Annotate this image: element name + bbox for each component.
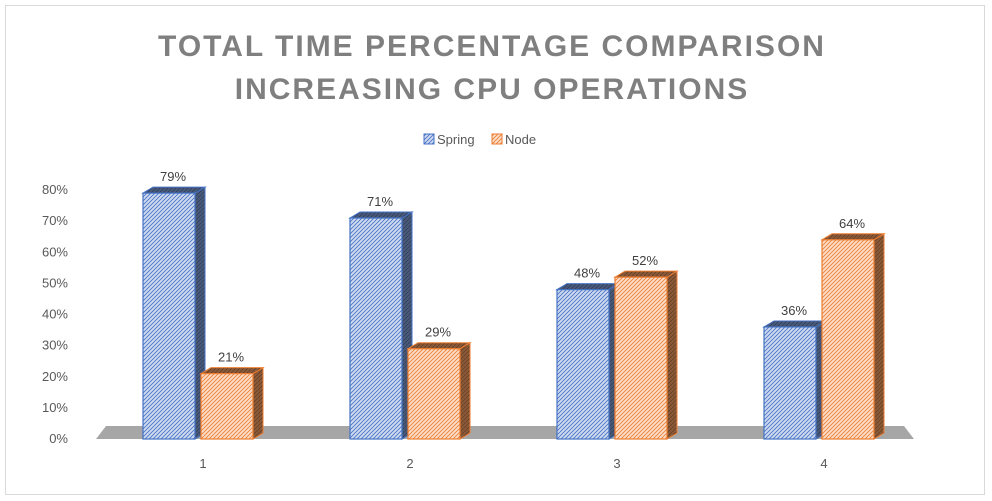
bar-top-node-2	[406, 342, 472, 350]
legend-swatch-spring	[423, 133, 435, 145]
y-tick-label: 60%	[42, 244, 68, 259]
bar-top-node-1	[199, 367, 265, 375]
data-label-spring-4: 36%	[781, 303, 807, 318]
chart-title-line-2: INCREASING CPU OPERATIONS	[235, 73, 750, 106]
y-axis: 0% 10% 20% 30% 40% 50% 60% 70% 80%	[42, 182, 68, 446]
data-label-node-3: 52%	[632, 253, 658, 268]
bar-node-1	[200, 373, 254, 440]
data-label-node-2: 29%	[425, 325, 451, 340]
bar-node-4	[821, 239, 875, 440]
y-tick-label: 10%	[42, 400, 68, 415]
legend: Spring Node	[423, 132, 536, 147]
data-label-spring-3: 48%	[574, 266, 600, 281]
data-label-spring-2: 71%	[367, 194, 393, 209]
legend-swatch-node	[491, 133, 503, 145]
y-tick-label: 0%	[49, 431, 68, 446]
bar-top-node-4	[820, 233, 886, 241]
bar-top-node-3	[613, 270, 679, 278]
data-label-spring-1: 79%	[160, 169, 186, 184]
data-label-node-1: 21%	[218, 350, 244, 365]
y-tick-label: 20%	[42, 369, 68, 384]
y-tick-label: 50%	[42, 275, 68, 290]
bars: 79% 21% 71% 29% 48% 52% 36% 64%	[141, 169, 886, 440]
bar-spring-2	[349, 217, 403, 440]
bar-side-node-1	[252, 366, 264, 440]
y-tick-label: 70%	[42, 213, 68, 228]
bar-top-spring-4	[762, 320, 828, 328]
bar-node-2	[407, 348, 461, 440]
chart-floor	[96, 426, 914, 439]
x-tick-label: 2	[406, 456, 413, 471]
bar-top-spring-3	[555, 283, 621, 291]
bar-top-spring-2	[348, 211, 414, 219]
bar-side-node-4	[873, 232, 885, 440]
data-label-node-4: 64%	[839, 216, 865, 231]
bar-top-spring-1	[141, 186, 207, 194]
bar-node-3	[614, 276, 668, 440]
y-tick-label: 40%	[42, 307, 68, 322]
x-tick-label: 4	[820, 456, 827, 471]
chart-svg: TOTAL TIME PERCENTAGE COMPARISON INCREAS…	[42, 30, 914, 471]
y-tick-label: 80%	[42, 182, 68, 197]
bar-side-node-2	[459, 341, 471, 440]
bar-spring-1	[142, 192, 196, 440]
bar-side-node-3	[666, 270, 678, 440]
chart-title-line-1: TOTAL TIME PERCENTAGE COMPARISON	[158, 30, 826, 63]
chart-frame: TOTAL TIME PERCENTAGE COMPARISON INCREAS…	[5, 5, 985, 495]
bar-spring-3	[556, 289, 610, 440]
legend-label-node: Node	[505, 132, 536, 147]
bar-spring-4	[763, 326, 817, 440]
legend-label-spring: Spring	[437, 132, 475, 147]
x-axis: 1 2 3 4	[199, 456, 827, 471]
x-tick-label: 3	[613, 456, 620, 471]
y-tick-label: 30%	[42, 338, 68, 353]
x-tick-label: 1	[199, 456, 206, 471]
